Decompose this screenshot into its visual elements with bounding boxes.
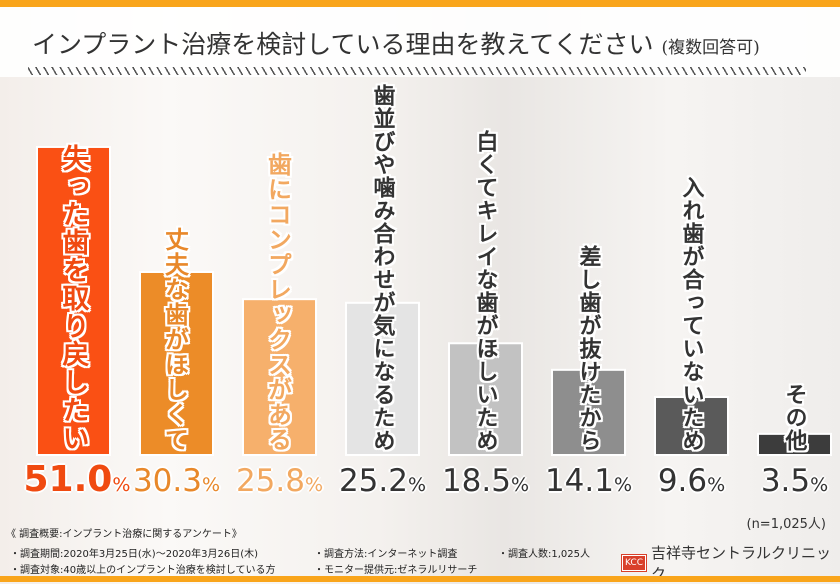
value-unit: % — [202, 474, 220, 496]
category-label: 丈夫な歯がほしくて — [163, 227, 187, 452]
value-number: 25.8 — [236, 463, 305, 499]
value-number: 3.5 — [761, 463, 810, 499]
bottom-accent-bar — [0, 576, 840, 582]
value-number: 30.3 — [133, 463, 202, 499]
survey-count: ・調査人数:1,025人 — [498, 545, 590, 560]
value-label: 25.8% — [230, 463, 330, 499]
value-label: 30.3% — [127, 463, 227, 499]
survey-method: ・調査方法:インターネット調査 — [314, 545, 457, 560]
survey-heading: 《 調査概要:インプラント治療に関するアンケート》 — [6, 525, 242, 540]
value-number: 14.1 — [545, 463, 614, 499]
category-label: 歯にコンプレックスがある — [266, 152, 290, 452]
survey-period: ・調査期間:2020年3月25日(水)～2020年3月26日(木) — [10, 545, 258, 560]
value-unit: % — [511, 474, 529, 496]
value-number: 25.2 — [339, 463, 408, 499]
category-label: 入れ歯が合っていないため — [680, 176, 702, 452]
value-label: 18.5% — [436, 463, 536, 499]
value-unit: % — [408, 474, 426, 496]
value-label: 51.0% — [24, 459, 124, 500]
sample-size: (n=1,025人) — [747, 513, 827, 532]
value-number: 51.0 — [24, 459, 113, 500]
category-label: 差し歯が抜けたから — [577, 245, 599, 452]
category-label: 失った歯を取り戻したい — [60, 144, 87, 452]
value-label: 3.5% — [745, 463, 840, 499]
category-label: 歯並びや噛み合わせが気になるため — [371, 84, 393, 452]
value-unit: % — [810, 474, 828, 496]
value-unit: % — [614, 474, 632, 496]
value-number: 18.5 — [442, 463, 511, 499]
survey-provider: ・モニター提供元:ゼネラルリサーチ — [314, 561, 477, 576]
value-label: 9.6% — [642, 463, 742, 499]
survey-target: ・調査対象:40歳以上のインプラント治療を検討している方 — [10, 561, 276, 576]
value-unit: % — [707, 474, 725, 496]
value-number: 9.6 — [658, 463, 707, 499]
value-label: 14.1% — [539, 463, 639, 499]
category-label: 白くてキレイな歯がほしいため — [474, 130, 496, 452]
value-unit: % — [305, 474, 323, 496]
value-label: 25.2% — [333, 463, 433, 499]
category-label: その他 — [783, 383, 805, 452]
logo-mark: KCC — [622, 555, 646, 571]
